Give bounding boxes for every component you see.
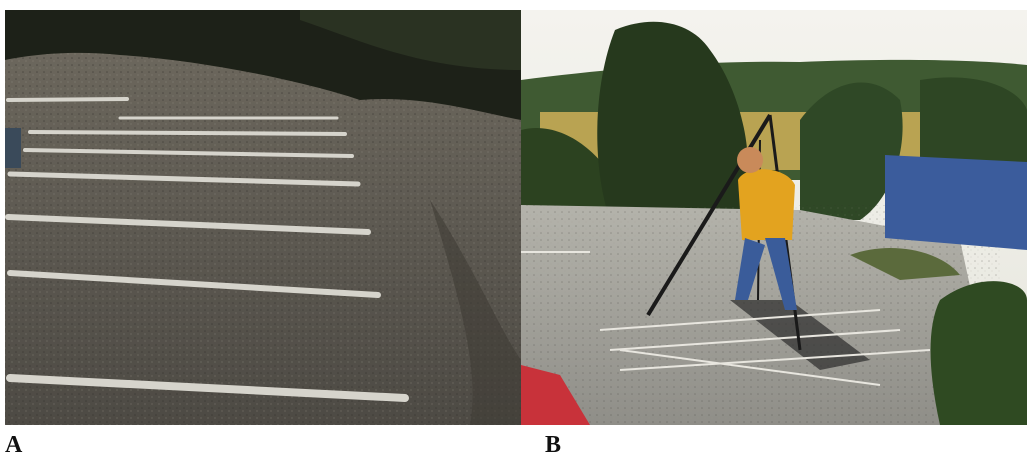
panel-label: B [545,432,561,456]
photo-b [521,10,1027,425]
panel-label: A [5,432,23,456]
figure: A B [0,0,1027,456]
page: A B (() => { const data = JSON.parse(doc… [0,0,1027,456]
photo-a [5,10,521,425]
